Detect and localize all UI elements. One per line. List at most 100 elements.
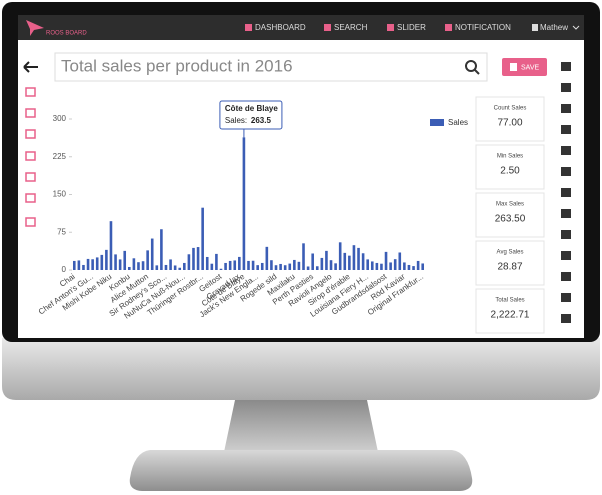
chart-title-input[interactable]: Total sales per product in 2016: [61, 56, 293, 75]
sidebar-icon[interactable]: [25, 129, 36, 139]
bar[interactable]: [205, 256, 209, 270]
chart-type-icon[interactable]: [561, 251, 571, 260]
bar[interactable]: [233, 260, 237, 270]
bar[interactable]: [150, 238, 154, 270]
chart-type-icon[interactable]: [561, 104, 571, 113]
bar[interactable]: [192, 247, 195, 270]
chart-type-icon[interactable]: [561, 62, 571, 71]
chart-type-icon[interactable]: [561, 125, 571, 134]
bar[interactable]: [306, 266, 310, 270]
bar[interactable]: [178, 267, 182, 270]
back-button[interactable]: [23, 61, 38, 73]
bar[interactable]: [86, 258, 90, 270]
bar[interactable]: [274, 265, 278, 270]
bar[interactable]: [105, 249, 108, 270]
bar[interactable]: [361, 253, 365, 270]
bar[interactable]: [352, 245, 356, 270]
bar[interactable]: [412, 266, 415, 270]
sidebar-icon[interactable]: [25, 151, 36, 161]
chart-type-icon[interactable]: [561, 167, 571, 176]
bar[interactable]: [251, 260, 255, 270]
bar[interactable]: [380, 263, 383, 270]
bar[interactable]: [72, 260, 76, 270]
bar[interactable]: [82, 264, 85, 270]
bar[interactable]: [325, 250, 328, 270]
bar[interactable]: [183, 262, 186, 270]
bar[interactable]: [169, 259, 172, 270]
bar[interactable]: [283, 265, 287, 270]
bar[interactable]: [389, 262, 392, 270]
chart-type-icon[interactable]: [561, 230, 571, 239]
save-button[interactable]: [502, 58, 547, 76]
bar[interactable]: [155, 265, 159, 270]
bar[interactable]: [288, 263, 292, 270]
bar[interactable]: [338, 242, 342, 270]
nav-item[interactable]: NOTIFICATION: [455, 23, 511, 32]
bar[interactable]: [260, 262, 264, 270]
bar[interactable]: [256, 265, 259, 270]
bar[interactable]: [293, 259, 296, 270]
bar[interactable]: [141, 261, 145, 270]
brand[interactable]: ROOS BOARD: [46, 31, 87, 37]
bar[interactable]: [173, 265, 177, 270]
bar[interactable]: [201, 207, 204, 270]
sidebar-icon[interactable]: [25, 193, 36, 203]
bar[interactable]: [370, 261, 374, 270]
bar[interactable]: [270, 260, 273, 270]
bar[interactable]: [348, 255, 351, 270]
bar[interactable]: [366, 259, 369, 270]
bar[interactable]: [114, 254, 117, 270]
bar[interactable]: [375, 262, 379, 270]
bar[interactable]: [100, 254, 104, 270]
sidebar-icon[interactable]: [25, 172, 36, 182]
chart-type-icon[interactable]: [561, 293, 571, 302]
save-label[interactable]: SAVE: [521, 64, 539, 71]
chart-type-icon[interactable]: [561, 146, 571, 155]
bar[interactable]: [118, 259, 122, 270]
bar[interactable]: [228, 260, 232, 270]
bar[interactable]: [297, 261, 301, 270]
bar[interactable]: [421, 263, 425, 270]
bar[interactable]: [77, 260, 81, 270]
bar[interactable]: [247, 260, 250, 270]
bar[interactable]: [91, 259, 94, 270]
bar[interactable]: [123, 250, 127, 270]
bar[interactable]: [132, 258, 136, 270]
nav-item[interactable]: SLIDER: [397, 23, 426, 32]
nav-user[interactable]: Mathew: [540, 23, 568, 32]
bar[interactable]: [343, 252, 347, 270]
bar[interactable]: [265, 246, 269, 270]
bar[interactable]: [95, 257, 99, 270]
bar[interactable]: [315, 266, 319, 270]
bar[interactable]: [357, 247, 360, 270]
nav-item[interactable]: DASHBOARD: [255, 23, 306, 32]
bar[interactable]: [242, 137, 246, 270]
nav-item[interactable]: SEARCH: [334, 23, 368, 32]
chart-type-icon[interactable]: [561, 209, 571, 218]
sidebar-icon[interactable]: [25, 87, 36, 97]
bar[interactable]: [210, 263, 214, 270]
chart-type-icon[interactable]: [561, 188, 571, 197]
bar[interactable]: [329, 260, 333, 270]
bar[interactable]: [398, 252, 402, 270]
bar[interactable]: [128, 266, 131, 270]
bar[interactable]: [279, 263, 282, 270]
sidebar-icon[interactable]: [25, 108, 36, 118]
bar[interactable]: [196, 247, 200, 270]
bar[interactable]: [311, 253, 314, 270]
bar[interactable]: [334, 263, 337, 270]
bar[interactable]: [416, 260, 420, 270]
bar[interactable]: [109, 221, 113, 270]
bar[interactable]: [187, 254, 191, 270]
chart-type-icon[interactable]: [561, 314, 571, 323]
sidebar-icon[interactable]: [25, 217, 36, 227]
bar[interactable]: [407, 264, 411, 270]
chart-type-icon[interactable]: [561, 83, 571, 92]
chart-type-icon[interactable]: [561, 272, 571, 281]
bar[interactable]: [160, 229, 163, 270]
search-icon[interactable]: [465, 60, 477, 72]
bar[interactable]: [146, 250, 149, 270]
title-input[interactable]: [54, 52, 488, 82]
bar[interactable]: [384, 251, 388, 270]
bar[interactable]: [219, 268, 223, 270]
